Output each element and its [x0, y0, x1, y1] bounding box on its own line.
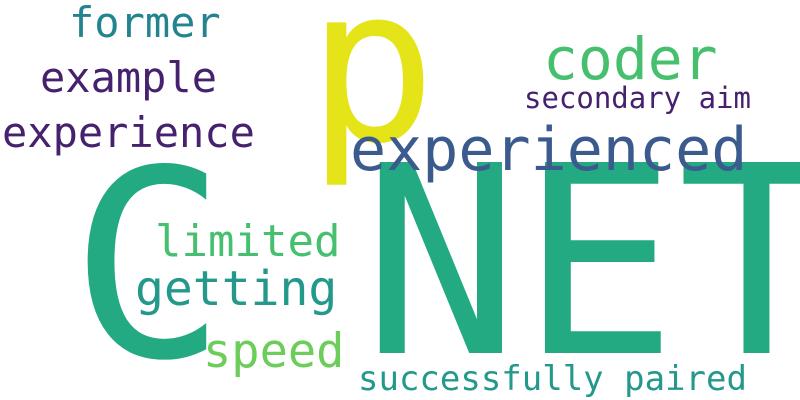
- word-experienced: experienced: [350, 115, 748, 185]
- word-former: former: [69, 0, 221, 47]
- word-net: NET: [362, 110, 800, 400]
- word-c: C: [70, 116, 227, 400]
- word-coder: coder: [543, 25, 718, 93]
- word-speed: speed: [203, 324, 345, 379]
- word-example: example: [40, 53, 218, 102]
- word-getting: getting: [135, 261, 338, 317]
- word-limited: limited: [155, 216, 341, 267]
- word-p: p: [307, 0, 437, 191]
- word-secondary-aim: secondary aim: [524, 81, 751, 115]
- word-experience: experience: [2, 108, 255, 157]
- word-successfully-paired: successfully paired: [358, 359, 747, 399]
